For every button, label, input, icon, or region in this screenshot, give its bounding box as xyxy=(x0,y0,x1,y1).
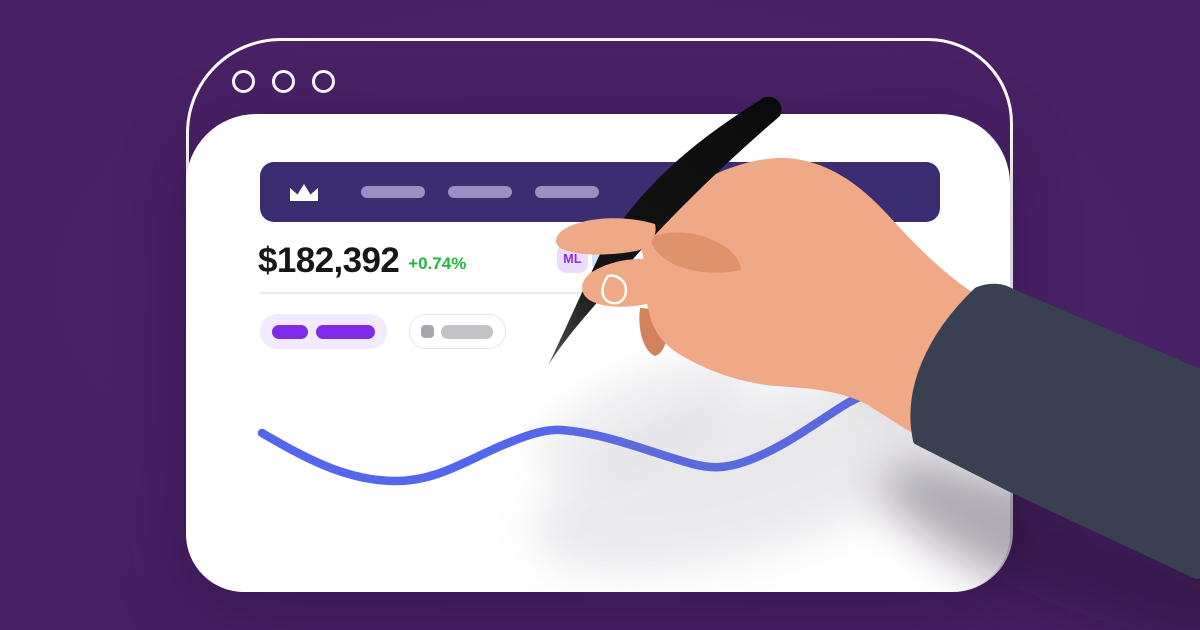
hidden-badge[interactable] xyxy=(592,243,622,272)
portfolio-value: $182,392 xyxy=(258,241,400,280)
portfolio-change-percent: +0.74% xyxy=(408,254,467,273)
window-controls xyxy=(232,70,335,93)
ml-badge[interactable]: ML xyxy=(557,244,588,273)
section-divider xyxy=(260,292,940,294)
window-control-maximize[interactable] xyxy=(312,70,335,93)
window-control-close[interactable] xyxy=(232,70,255,93)
window-control-minimize[interactable] xyxy=(272,70,295,93)
filter-chip-inactive[interactable] xyxy=(409,314,506,349)
nav-item-1[interactable] xyxy=(361,186,425,198)
nav-menu xyxy=(361,186,599,198)
chip-pill-gray xyxy=(441,324,493,339)
filter-chip-active[interactable] xyxy=(260,314,387,349)
crown-icon xyxy=(290,184,318,201)
chip-pill-short xyxy=(272,324,308,339)
portfolio-stats-row: $182,392 +0.74% xyxy=(258,238,948,284)
nav-item-2[interactable] xyxy=(448,186,512,198)
chip-icon-placeholder xyxy=(421,325,434,338)
app-navbar xyxy=(260,162,940,222)
chip-pill-long xyxy=(316,324,375,339)
nav-item-3[interactable] xyxy=(535,186,599,198)
